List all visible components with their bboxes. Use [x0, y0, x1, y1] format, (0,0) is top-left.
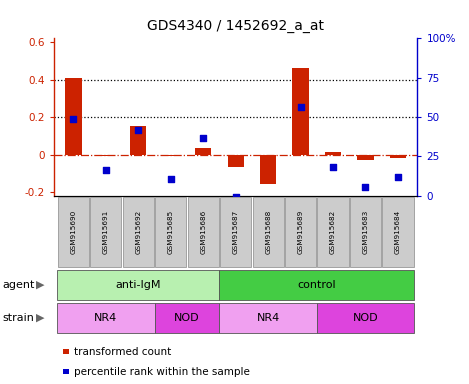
Point [329, 164, 337, 170]
Text: GSM915688: GSM915688 [265, 210, 271, 255]
Bar [188, 197, 219, 267]
Bar [219, 270, 414, 300]
Bar [317, 303, 414, 333]
Bar [260, 155, 276, 184]
Text: ▶: ▶ [36, 280, 44, 290]
Bar [285, 197, 316, 267]
Bar [155, 303, 219, 333]
Bar [390, 155, 406, 158]
Bar [252, 197, 284, 267]
Bar [219, 303, 317, 333]
Bar [155, 197, 186, 267]
Bar [318, 197, 348, 267]
Text: GSM915686: GSM915686 [200, 210, 206, 255]
Text: GSM915692: GSM915692 [136, 210, 141, 255]
Text: NR4: NR4 [94, 313, 118, 323]
Text: percentile rank within the sample: percentile rank within the sample [74, 366, 250, 377]
Point [102, 167, 110, 173]
Text: NR4: NR4 [257, 313, 280, 323]
Text: GSM915691: GSM915691 [103, 210, 109, 255]
Text: NOD: NOD [353, 313, 378, 323]
Text: agent: agent [2, 280, 35, 290]
Bar [325, 152, 341, 155]
Point [199, 135, 207, 141]
Bar [123, 197, 154, 267]
Text: ▶: ▶ [36, 313, 44, 323]
Bar [57, 303, 155, 333]
Bar [130, 126, 146, 155]
Text: GSM915684: GSM915684 [395, 210, 401, 255]
Bar [163, 155, 179, 156]
Bar [98, 155, 114, 157]
Text: GSM915690: GSM915690 [70, 210, 76, 255]
Title: GDS4340 / 1452692_a_at: GDS4340 / 1452692_a_at [147, 19, 324, 33]
Point [265, 203, 272, 209]
Text: control: control [297, 280, 336, 290]
Point [297, 104, 304, 110]
Bar [220, 197, 251, 267]
Text: anti-IgM: anti-IgM [115, 280, 161, 290]
Point [135, 127, 142, 133]
Text: GSM915689: GSM915689 [297, 210, 303, 255]
Bar [58, 197, 89, 267]
Text: GSM915683: GSM915683 [363, 210, 369, 255]
Text: NOD: NOD [174, 313, 200, 323]
Bar [195, 148, 212, 155]
Point [394, 174, 401, 180]
Point [167, 176, 174, 182]
Bar [57, 270, 219, 300]
Text: transformed count: transformed count [74, 346, 171, 357]
Bar [65, 78, 82, 155]
Point [232, 194, 239, 200]
Bar [357, 155, 374, 160]
Bar [293, 68, 309, 155]
Bar [382, 197, 414, 267]
Text: GSM915687: GSM915687 [233, 210, 239, 255]
Point [362, 184, 369, 190]
Bar [227, 155, 244, 167]
Text: strain: strain [2, 313, 34, 323]
Bar [90, 197, 121, 267]
Bar [350, 197, 381, 267]
Text: GSM915682: GSM915682 [330, 210, 336, 255]
Point [70, 116, 77, 122]
Text: GSM915685: GSM915685 [168, 210, 174, 255]
